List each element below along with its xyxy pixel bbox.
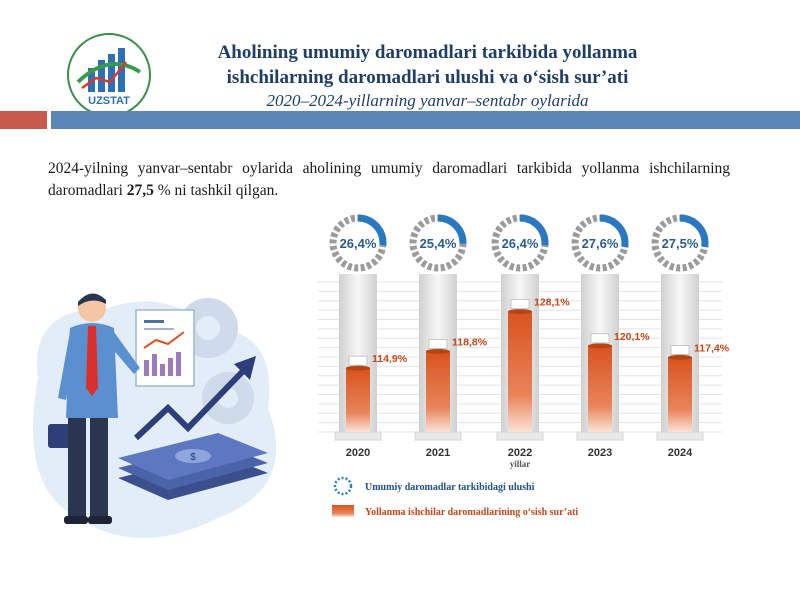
share-ring-value [651,214,709,272]
logo-text: UZSTAT [88,95,130,107]
growth-bar [588,345,612,432]
x-tick-label: 2020 [346,447,370,459]
growth-value-label: 128,1% [534,297,570,309]
uzstat-logo: UZSTAT [67,33,151,117]
legend-growth-label: Yollanma ishchilar daromadlarining o‘sis… [365,507,578,518]
page-title-line2: ishchilarning daromadlari ulushi va o‘si… [226,67,629,88]
businessman-illustration: $ [33,293,277,538]
summary-paragraph: 2024-yilning yanvar–sentabr oylarida aho… [48,158,730,202]
growth-arrow-icon [133,365,249,441]
value-tab [348,355,368,366]
share-ring-center [419,224,457,262]
svg-text:$: $ [190,452,196,463]
title-block: Aholining umumiy daromadlari tarkibida y… [155,40,700,111]
share-value-label: 25,4% [420,236,457,251]
x-tick-label: 2024 [668,447,693,459]
bar-base [334,431,382,441]
value-tab [428,339,448,349]
report-board-icon [135,309,195,387]
share-ring-value [409,214,467,272]
growth-bar-top [426,348,450,354]
header-band-red [0,111,47,129]
x-tick-label: 2021 [426,447,450,459]
share-ring-center [661,224,699,262]
growth-bar-top [508,309,532,315]
growth-chart: 114,9% 26,4% 2020 118,8% 25,4% 2021 128,1% 26,4… [318,214,730,518]
growth-bar [508,311,532,432]
legend-share-swatch [333,476,353,496]
summary-text-before: 2024-yilning yanvar–sentabr oylarida aho… [48,160,730,199]
share-ring-value [571,214,629,272]
share-ring-value [329,214,387,272]
value-tab [590,333,610,344]
growth-value-label: 118,8% [452,336,488,348]
legend-growth-swatch [332,505,354,517]
growth-bar-top [668,354,692,360]
x-axis-label: yillar [510,459,531,469]
legend-share-label: Umumiy daromadlar tarkibidagi ulushi [365,482,535,493]
growth-value-label: 117,4% [694,342,730,354]
growth-bar-top [346,365,370,371]
money-stack-icon: $ [118,433,268,500]
share-ring-center [581,224,619,262]
share-value-label: 27,6% [582,236,619,251]
page-title-line1: Aholining umumiy daromadlari tarkibida y… [217,42,638,63]
x-tick-label: 2023 [588,447,612,459]
x-tick-label: 2022 [508,447,532,459]
share-ring-value [491,214,549,272]
growth-bar-top [588,343,612,349]
bar-base [656,431,704,441]
growth-bar [346,368,370,432]
growth-bar [668,357,692,432]
page-subtitle: 2020–2024-yillarning yanvar–sentabr oyla… [266,91,589,110]
growth-value-label: 114,9% [372,353,408,365]
share-ring-center [501,224,539,262]
growth-value-label: 120,1% [614,331,650,343]
header-band-blue [51,111,800,129]
share-value-label: 26,4% [502,236,539,251]
share-value-label: 27,5% [662,236,699,251]
bar-base [414,431,462,441]
summary-highlight-value: 27,5 [126,182,154,199]
bar-base [576,431,624,441]
summary-text-after: % ni tashkil qilgan. [153,182,279,199]
value-tab [510,299,530,309]
share-value-label: 26,4% [340,236,377,251]
value-tab [670,345,690,355]
growth-bar [426,351,450,432]
bar-base [496,431,544,441]
share-ring-center [339,224,377,262]
businessman-figure [48,293,140,524]
